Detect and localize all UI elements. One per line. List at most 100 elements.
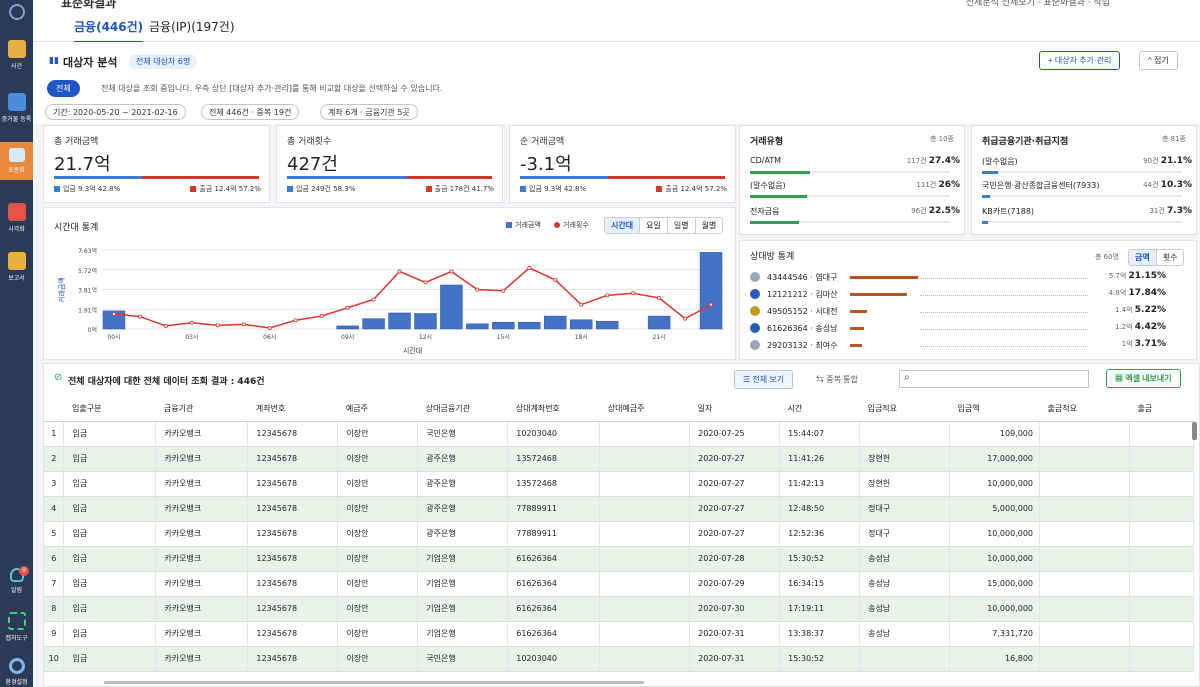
table-row[interactable]: 2 입금 카카오뱅크 12345678 이장안 광주은행 13572468 2020-07-2… bbox=[44, 446, 1195, 472]
total-subjects-badge: 전체 대상자 6명 bbox=[129, 54, 198, 69]
table-row[interactable]: 4 입금 카카오뱅크 12345678 이장안 광주은행 77889911 2020-07-2… bbox=[44, 496, 1195, 522]
column-header[interactable]: 금융기관 bbox=[155, 396, 248, 422]
table-cell bbox=[1039, 421, 1130, 447]
add-subject-button[interactable]: + 대상자 추가·관리 bbox=[1039, 51, 1121, 70]
seg-daily[interactable]: 일별 bbox=[666, 218, 695, 233]
sidebar-item-capture[interactable]: 캡처도구 bbox=[0, 612, 33, 646]
column-header[interactable]: 일자 bbox=[689, 396, 780, 422]
bank-logo-icon bbox=[750, 306, 760, 316]
kpi-label: 총 거래금액 bbox=[54, 137, 99, 147]
tab-finance[interactable]: 금융(446건) bbox=[74, 18, 144, 43]
table-row[interactable]: 3 입금 카카오뱅크 12345678 이장안 광주은행 13572468 2020-07-2… bbox=[44, 471, 1195, 497]
horizontal-scrollbar[interactable] bbox=[104, 681, 644, 684]
counterpart-row[interactable]: 12121212 · 김마산 4.8억 17.84% bbox=[750, 288, 1168, 302]
all-subjects-button[interactable]: 전체 bbox=[47, 80, 80, 97]
table-cell bbox=[1129, 446, 1195, 472]
toggle-amount[interactable]: 금액 bbox=[1129, 250, 1156, 265]
column-header[interactable] bbox=[44, 396, 64, 422]
column-header[interactable]: 예금주 bbox=[337, 396, 418, 422]
sidebar-item-report[interactable]: 보고서 bbox=[0, 252, 33, 286]
table-cell bbox=[1129, 421, 1195, 447]
table-row[interactable]: 1 입금 카카오뱅크 12345678 이장안 국민은행 10203040 2020-07-2… bbox=[44, 421, 1195, 447]
dedupe-button[interactable]: ⇆ 중복 통합 bbox=[807, 370, 867, 389]
amount-bar bbox=[102, 310, 126, 330]
list-icon: ☰ bbox=[743, 375, 751, 384]
counterpart-row[interactable]: 43444546 · 염대구 5.7억 21.15% bbox=[750, 271, 1168, 285]
sidebar-item-settings[interactable]: 환경설정 bbox=[0, 658, 33, 687]
table-row[interactable]: 9 입금 카카오뱅크 12345678 이장안 기업은행 61626364 2020-07-3… bbox=[44, 621, 1195, 647]
table-cell: 109,000 bbox=[949, 421, 1040, 447]
column-header[interactable]: 시간 bbox=[779, 396, 860, 422]
sidebar-item-standardize[interactable]: 표준화 bbox=[0, 142, 33, 180]
time-granularity-toggle: 시간대 요일 일별 월별 bbox=[604, 217, 724, 234]
column-header[interactable]: 계좌번호 bbox=[247, 396, 338, 422]
column-header[interactable]: 상대금융기관 bbox=[417, 396, 508, 422]
toggle-count[interactable]: 횟수 bbox=[1155, 250, 1184, 265]
view-all-button[interactable]: ☰ 전체 보기 bbox=[734, 370, 794, 389]
table-cell: 2020-07-29 bbox=[689, 571, 781, 597]
table-cell: 10,000,000 bbox=[949, 546, 1040, 572]
time-chart-svg: 7.63억 5.72억 3.81억 1.91억 0억 거래금액 00시 03시 06시 09시 12… bbox=[57, 247, 724, 355]
column-header[interactable]: 상대계좌번호 bbox=[507, 396, 600, 422]
table-cell bbox=[1129, 571, 1195, 597]
kpi-value: 21.7억 bbox=[54, 154, 111, 175]
counterpart-row[interactable]: 49505152 · 서대전 1.4억 5.22% bbox=[750, 305, 1168, 319]
table-row[interactable]: 6 입금 카카오뱅크 12345678 이장안 기업은행 61626364 2020-07-2… bbox=[44, 546, 1195, 572]
result-title: 전체 대상자에 대한 전체 데이터 조회 결과 : 446건 bbox=[68, 377, 265, 387]
excel-icon: ▦ bbox=[1115, 374, 1123, 383]
counterpart-card: 상대방 통계 총 60명 금액 횟수 43444546 · 염대구 5.7억 21… bbox=[739, 240, 1197, 360]
counterpart-row[interactable]: 29203132 · 최여수 1억 3.71% bbox=[750, 339, 1168, 353]
table-cell: 카카오뱅크 bbox=[155, 596, 249, 622]
amount-bar bbox=[362, 318, 385, 330]
table-cell: 15:30:52 bbox=[779, 546, 861, 572]
time-chart-card: 시간대 통계 거래금액 거래횟수 시간대 요일 일별 월별 7.63억 5.72억… bbox=[43, 207, 736, 360]
amount-bar bbox=[518, 322, 541, 330]
table-row[interactable]: 7 입금 카카오뱅크 12345678 이장안 기업은행 61626364 2020-07-2… bbox=[44, 571, 1195, 597]
seg-weekday[interactable]: 요일 bbox=[639, 218, 667, 233]
app-logo-icon bbox=[0, 0, 33, 30]
seg-hour[interactable]: 시간대 bbox=[605, 218, 640, 233]
tab-finance-ip[interactable]: 금융(IP)(197건) bbox=[149, 20, 235, 34]
count-point bbox=[397, 269, 402, 274]
search-input[interactable] bbox=[916, 372, 1086, 386]
table-cell: 카카오뱅크 bbox=[155, 446, 249, 472]
table-row[interactable]: 5 입금 카카오뱅크 12345678 이장안 광주은행 77889911 2020-07-2… bbox=[44, 521, 1195, 547]
table-row[interactable]: 8 입금 카카오뱅크 12345678 이장안 기업은행 61626364 2020-07-3… bbox=[44, 596, 1195, 622]
table-cell: 이장안 bbox=[337, 421, 419, 447]
table-cell bbox=[599, 596, 691, 622]
table-cell: 2020-07-27 bbox=[689, 471, 781, 497]
seg-monthly[interactable]: 월별 bbox=[694, 218, 723, 233]
counterpart-bar bbox=[850, 310, 867, 313]
table-cell: 12345678 bbox=[247, 546, 339, 572]
table-cell bbox=[1039, 546, 1130, 572]
table-cell: 입금 bbox=[63, 496, 157, 522]
column-header[interactable]: 출금적요 bbox=[1039, 396, 1130, 422]
sidebar-item-case[interactable]: 사건 bbox=[0, 40, 33, 74]
bank-logo-icon bbox=[750, 323, 760, 333]
counterpart-row[interactable]: 61626364 · 송성남 1.2억 4.42% bbox=[750, 322, 1168, 336]
trade-type-row: (알수없음) 111건 26% bbox=[750, 180, 960, 198]
sidebar-item-evidence[interactable]: 증거물 등록 bbox=[0, 93, 33, 127]
fold-button[interactable]: ^ 접기 bbox=[1139, 51, 1178, 70]
counterpart-value: 1.4억 5.22% bbox=[1114, 305, 1166, 315]
excel-export-button[interactable]: ▦ 엑셀 내보내기 bbox=[1106, 369, 1181, 388]
vertical-scrollbar[interactable] bbox=[1192, 422, 1197, 440]
column-header[interactable]: 입금적요 bbox=[859, 396, 950, 422]
table-cell: 카카오뱅크 bbox=[155, 621, 249, 647]
table-cell: 송성남 bbox=[859, 596, 951, 622]
table-cell: 1 bbox=[44, 421, 65, 447]
column-header[interactable]: 입금액 bbox=[949, 396, 1040, 422]
table-row[interactable]: 10 입금 카카오뱅크 12345678 이장안 국민은행 10203040 2020-07-… bbox=[44, 646, 1195, 672]
column-header[interactable]: 상대예금주 bbox=[599, 396, 690, 422]
column-header[interactable]: 입출구분 bbox=[63, 396, 156, 422]
counterpart-title: 상대방 통계 bbox=[750, 252, 795, 262]
sidebar-item-visualize[interactable]: 시각화 bbox=[0, 203, 33, 237]
table-cell: 카카오뱅크 bbox=[155, 571, 249, 597]
sidebar-item-notifications[interactable]: 알림 9 bbox=[0, 566, 33, 602]
table-cell bbox=[1129, 546, 1195, 572]
table-cell: 카카오뱅크 bbox=[155, 546, 249, 572]
column-header[interactable]: 출금 bbox=[1129, 396, 1194, 422]
table-cell: 11:42:13 bbox=[779, 471, 861, 497]
count-point bbox=[267, 325, 272, 330]
